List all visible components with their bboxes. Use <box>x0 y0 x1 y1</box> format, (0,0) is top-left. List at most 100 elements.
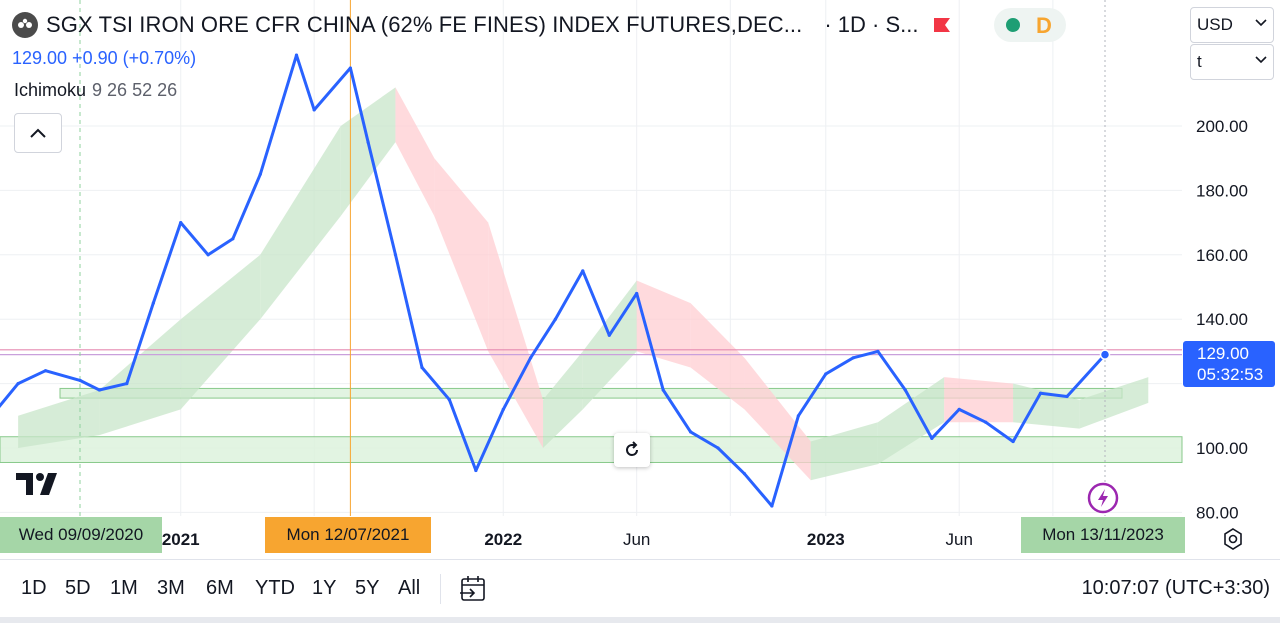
symbol-logo-icon <box>12 12 38 38</box>
cloud-segment <box>340 87 396 217</box>
price-point <box>294 53 299 57</box>
price-point <box>366 140 370 144</box>
currency-value: USD <box>1197 15 1233 34</box>
range-button-1d[interactable]: 1D <box>21 577 47 599</box>
x-tick-label: Jun <box>945 530 972 549</box>
bar-countdown: 05:32:53 <box>1197 365 1264 384</box>
x-tick-label: 2023 <box>807 530 845 549</box>
ichimoku-cloud <box>18 87 1149 481</box>
price-point <box>1038 391 1043 395</box>
range-button-1y[interactable]: 1Y <box>312 577 337 599</box>
unit-select[interactable]: t <box>1190 44 1274 80</box>
price-point <box>661 388 665 392</box>
price-point <box>231 237 235 241</box>
price-point <box>930 436 934 440</box>
cloud-segment <box>260 126 341 320</box>
market-status-pill[interactable]: D <box>994 8 1066 42</box>
support-zone <box>0 436 1183 463</box>
cloud-segment <box>99 319 181 436</box>
bottom-toolbar: 1D 5D 1M 3M 6M YTD 1Y 5Y All 10:07:07 (U… <box>0 559 1280 618</box>
indicator-name: Ichimoku <box>14 80 87 100</box>
price-point <box>97 388 102 392</box>
price-series-line <box>0 53 1107 508</box>
collapse-legend-button[interactable] <box>14 113 62 153</box>
x-tick-label: 2022 <box>484 530 522 549</box>
price-point <box>348 66 352 70</box>
market-status-letter: D <box>1036 13 1052 38</box>
price-point <box>529 356 533 360</box>
toolbar-divider <box>440 574 441 604</box>
price-point <box>824 372 828 376</box>
range-button-5y[interactable]: 5Y <box>355 577 380 599</box>
price-point <box>984 420 988 424</box>
range-button-ytd[interactable]: YTD <box>255 577 295 599</box>
price-point <box>125 382 129 386</box>
cloud-segment <box>810 422 878 481</box>
price-point <box>447 398 451 402</box>
price-point <box>688 430 693 434</box>
price-point <box>43 369 48 373</box>
clock-timezone[interactable]: 10:07:07 (UTC+3:30) <box>1081 577 1270 599</box>
range-button-1m[interactable]: 1M <box>110 577 138 599</box>
unit-value: t <box>1197 52 1202 71</box>
price-point <box>876 349 880 353</box>
y-tick-label: 140.00 <box>1196 310 1248 329</box>
symbol-title[interactable]: SGX TSI IRON ORE CFR CHINA (62% FE FINES… <box>46 12 803 37</box>
price-chart[interactable]: 80.00 100.00 140.00 160.00 180.00 200.00 2021… <box>0 0 1280 559</box>
range-button-6m[interactable]: 6M <box>206 577 234 599</box>
price-point <box>635 291 639 296</box>
price-point <box>312 108 316 112</box>
x-tick-label: 2021 <box>162 530 200 549</box>
y-tick-label: 180.00 <box>1196 181 1248 200</box>
last-price-tag: 129.00 05:32:53 <box>1183 341 1275 387</box>
chevron-up-icon <box>30 128 46 138</box>
cloud-segment <box>690 303 745 410</box>
cloud-segment <box>488 222 544 448</box>
reset-icon <box>626 441 638 456</box>
y-tick-label: 160.00 <box>1196 246 1248 265</box>
last-price-point <box>1099 349 1111 360</box>
cloud-segment <box>1079 377 1149 429</box>
price-series <box>0 53 1111 508</box>
price-point <box>742 472 747 476</box>
go-to-date-icon[interactable] <box>458 574 488 609</box>
symbol-interval[interactable]: · 1D · S... <box>824 12 919 37</box>
price-point <box>716 446 720 450</box>
range-button-3m[interactable]: 3M <box>157 577 185 599</box>
currency-select[interactable]: USD <box>1190 7 1274 43</box>
y-tick-label: 80.00 <box>1196 503 1239 522</box>
price-point <box>770 504 774 508</box>
range-button-all[interactable]: All <box>398 577 421 599</box>
crosshair-date-label: Mon 12/07/2021 <box>265 517 431 553</box>
settings-gear-icon[interactable] <box>1221 527 1245 556</box>
range-button-5d[interactable]: 5D <box>65 577 91 599</box>
cloud-segment <box>395 87 435 217</box>
bolt-icon[interactable] <box>1086 481 1120 520</box>
cloud-segment <box>180 254 261 410</box>
chevron-down-icon <box>1255 19 1267 27</box>
cloud-segment <box>543 351 583 448</box>
price-point <box>78 378 82 382</box>
price-point <box>501 407 505 411</box>
price-point <box>581 269 585 273</box>
market-open-dot-icon <box>1006 18 1020 32</box>
price-point <box>957 407 961 411</box>
bottom-strip <box>0 617 1280 623</box>
flag-icon[interactable] <box>932 16 952 41</box>
indicator-legend[interactable]: Ichimoku 9 26 52 26 <box>14 80 177 101</box>
crosshair-lines <box>79 0 1106 516</box>
reset-chart-button[interactable] <box>614 433 650 467</box>
price-point <box>1011 439 1015 444</box>
cloud-segment <box>744 357 811 481</box>
price-point <box>903 388 907 392</box>
cloud-segment <box>877 377 945 465</box>
price-point <box>179 221 183 225</box>
horizontal-levels <box>0 349 1182 356</box>
price-point <box>258 172 262 176</box>
cloud-segment <box>434 158 489 352</box>
price-point <box>607 333 611 337</box>
x-tick-label: Jun <box>623 530 650 549</box>
tradingview-logo-icon[interactable] <box>16 470 66 503</box>
chevron-down-icon <box>1255 56 1267 64</box>
price-point <box>851 356 855 360</box>
